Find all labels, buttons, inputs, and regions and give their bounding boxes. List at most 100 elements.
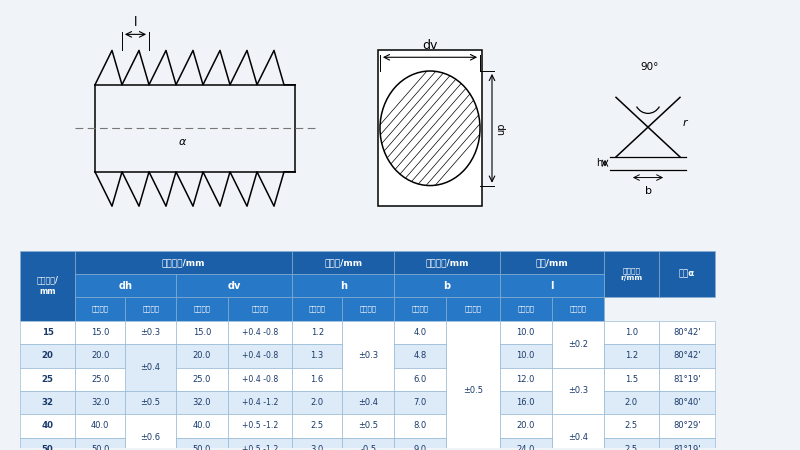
- Text: 公称尺寸: 公称尺寸: [309, 306, 326, 312]
- Bar: [552, 297, 604, 321]
- Bar: [75, 344, 126, 368]
- Text: 81°19': 81°19': [674, 375, 701, 384]
- Bar: [658, 251, 715, 297]
- Text: +0.4 -1.2: +0.4 -1.2: [242, 398, 278, 407]
- Text: 25: 25: [42, 375, 54, 384]
- Bar: [604, 321, 658, 344]
- Bar: [378, 50, 482, 206]
- Text: ±0.4: ±0.4: [141, 363, 161, 372]
- Bar: [176, 414, 228, 438]
- Bar: [658, 321, 715, 344]
- Text: 1.2: 1.2: [310, 328, 324, 337]
- Bar: [228, 414, 292, 438]
- Text: 2.5: 2.5: [625, 445, 638, 450]
- Bar: [292, 274, 394, 297]
- Bar: [552, 321, 604, 368]
- Text: 15.0: 15.0: [193, 328, 211, 337]
- Text: +0.5 -1.2: +0.5 -1.2: [242, 445, 278, 450]
- Bar: [228, 321, 292, 344]
- Bar: [342, 414, 394, 438]
- Bar: [394, 251, 500, 274]
- Text: 20.0: 20.0: [517, 422, 535, 431]
- Text: 1.5: 1.5: [625, 375, 638, 384]
- Bar: [176, 297, 228, 321]
- Text: 允许偏差: 允许偏差: [360, 306, 377, 312]
- Text: 10.0: 10.0: [517, 328, 535, 337]
- Text: 20.0: 20.0: [91, 351, 110, 360]
- Bar: [394, 297, 446, 321]
- Text: 7.0: 7.0: [414, 398, 427, 407]
- Bar: [20, 251, 75, 321]
- Text: 允许偏差: 允许偏差: [465, 306, 482, 312]
- Text: 1.3: 1.3: [310, 351, 324, 360]
- Bar: [20, 438, 75, 450]
- Text: 16.0: 16.0: [517, 398, 535, 407]
- Bar: [604, 414, 658, 438]
- Bar: [75, 297, 126, 321]
- Bar: [126, 414, 176, 450]
- Bar: [20, 344, 75, 368]
- Bar: [500, 274, 604, 297]
- Text: l: l: [550, 281, 554, 291]
- Bar: [126, 391, 176, 414]
- Text: 80°42': 80°42': [674, 351, 701, 360]
- Text: 50: 50: [42, 445, 54, 450]
- Bar: [394, 274, 500, 297]
- Text: 螺纹底宽/mm: 螺纹底宽/mm: [426, 258, 469, 267]
- Text: α: α: [178, 137, 186, 147]
- Bar: [176, 438, 228, 450]
- Text: 2.0: 2.0: [310, 398, 324, 407]
- Text: ±0.5: ±0.5: [463, 387, 483, 396]
- Bar: [20, 391, 75, 414]
- Bar: [176, 391, 228, 414]
- Text: 螺纹根弧
r/mm: 螺纹根弧 r/mm: [620, 267, 642, 281]
- Text: +0.4 -0.8: +0.4 -0.8: [242, 328, 278, 337]
- Text: 2.5: 2.5: [625, 422, 638, 431]
- Bar: [228, 438, 292, 450]
- Text: 螺距/mm: 螺距/mm: [535, 258, 568, 267]
- Bar: [228, 391, 292, 414]
- Bar: [500, 368, 552, 391]
- Text: 6.0: 6.0: [414, 375, 427, 384]
- Text: dh: dh: [118, 281, 133, 291]
- Text: +0.4 -0.8: +0.4 -0.8: [242, 375, 278, 384]
- Text: 80°29': 80°29': [674, 422, 701, 431]
- Text: 32.0: 32.0: [193, 398, 211, 407]
- Bar: [658, 368, 715, 391]
- Text: 公称直径/
mm: 公称直径/ mm: [37, 276, 58, 296]
- Bar: [292, 251, 394, 274]
- Text: b: b: [443, 281, 450, 291]
- Bar: [176, 274, 292, 297]
- Bar: [20, 321, 75, 344]
- Bar: [75, 438, 126, 450]
- Bar: [394, 414, 446, 438]
- Text: 80°40': 80°40': [674, 398, 701, 407]
- Text: 40: 40: [42, 422, 54, 431]
- Bar: [500, 321, 552, 344]
- Bar: [500, 438, 552, 450]
- Bar: [75, 274, 176, 297]
- Text: 4.0: 4.0: [414, 328, 427, 337]
- Bar: [75, 391, 126, 414]
- Bar: [228, 344, 292, 368]
- Text: ±0.4: ±0.4: [568, 433, 588, 442]
- Text: 25.0: 25.0: [91, 375, 110, 384]
- Text: ±0.3: ±0.3: [358, 351, 378, 360]
- Bar: [658, 438, 715, 450]
- Text: 20: 20: [42, 351, 54, 360]
- Bar: [552, 368, 604, 414]
- Text: 12.0: 12.0: [517, 375, 535, 384]
- Text: 40.0: 40.0: [193, 422, 211, 431]
- Text: b: b: [645, 185, 651, 196]
- Bar: [292, 438, 342, 450]
- Bar: [394, 438, 446, 450]
- Bar: [394, 368, 446, 391]
- Text: 3.0: 3.0: [310, 445, 324, 450]
- Bar: [176, 344, 228, 368]
- Bar: [604, 391, 658, 414]
- Bar: [126, 344, 176, 391]
- Text: 公称尺寸: 公称尺寸: [518, 306, 534, 312]
- Bar: [75, 414, 126, 438]
- Text: r: r: [683, 117, 688, 127]
- Bar: [292, 344, 342, 368]
